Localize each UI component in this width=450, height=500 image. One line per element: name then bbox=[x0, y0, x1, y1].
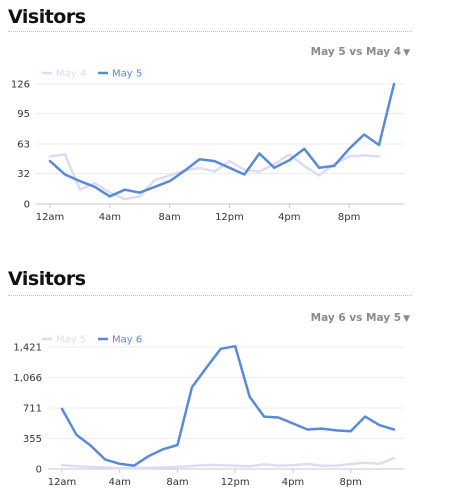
y-tick-label: 355 bbox=[23, 434, 42, 445]
x-tick-label: 4am bbox=[99, 212, 121, 223]
x-tick-label: 12pm bbox=[215, 212, 244, 223]
legend-item: May 5 bbox=[42, 335, 86, 346]
y-tick-label: 0 bbox=[24, 200, 30, 211]
visitors-line-chart: 0 32 63 95 126 12am 4am 8am 12pm 4pm 8pm May 4 May 5 bbox=[11, 69, 404, 223]
legend-item: May 6 bbox=[98, 335, 142, 346]
x-tick-label: 4pm bbox=[282, 477, 304, 488]
series-line-may-6 bbox=[60, 344, 396, 467]
y-tick-label: 63 bbox=[17, 140, 30, 151]
y-tick-label: 1,421 bbox=[13, 343, 42, 354]
x-tick-label: 12pm bbox=[221, 477, 250, 488]
title-divider bbox=[8, 295, 412, 296]
title-divider bbox=[8, 31, 412, 32]
panel-title: Visitors bbox=[8, 268, 86, 290]
x-tick-label: 8pm bbox=[338, 212, 360, 223]
legend-label: May 5 bbox=[56, 335, 86, 346]
x-tick-label: 8am bbox=[159, 212, 181, 223]
compare-dropdown[interactable]: May 6 vs May 5 ▼ bbox=[311, 312, 410, 324]
compare-label: May 6 vs May 5 bbox=[310, 312, 402, 324]
y-tick-label: 126 bbox=[11, 80, 30, 91]
x-tick-label: 12am bbox=[48, 477, 77, 488]
x-tick-label: 4pm bbox=[278, 212, 300, 223]
y-tick-label: 95 bbox=[17, 109, 30, 120]
compare-dropdown[interactable]: May 5 vs May 4 ▼ bbox=[311, 46, 410, 58]
x-tick-label: 8am bbox=[166, 477, 188, 488]
legend-item: May 5 bbox=[98, 69, 142, 80]
y-tick-label: 32 bbox=[17, 169, 30, 180]
visitors-panel-1: Visitors May 5 vs May 4 ▼ 0 32 63 95 126 12am 4… bbox=[0, 0, 450, 235]
series-line-may-5 bbox=[48, 82, 396, 198]
chevron-down-icon: ▼ bbox=[403, 48, 410, 58]
x-tick-label: 4am bbox=[109, 477, 131, 488]
compare-label: May 5 vs May 4 bbox=[310, 46, 402, 58]
y-tick-label: 0 bbox=[36, 465, 42, 476]
legend-label: May 4 bbox=[56, 69, 86, 80]
y-tick-label: 711 bbox=[23, 403, 42, 414]
series-line-may-5 bbox=[60, 456, 396, 470]
y-tick-label: 1,066 bbox=[13, 373, 42, 384]
legend-label: May 5 bbox=[112, 69, 142, 80]
legend-label: May 6 bbox=[112, 335, 142, 346]
x-tick-label: 12am bbox=[36, 212, 65, 223]
legend-item: May 4 bbox=[42, 69, 86, 80]
series-line-may-4 bbox=[48, 153, 381, 201]
chevron-down-icon: ▼ bbox=[403, 314, 410, 324]
x-tick-label: 8pm bbox=[339, 477, 361, 488]
panel-title: Visitors bbox=[8, 6, 86, 28]
